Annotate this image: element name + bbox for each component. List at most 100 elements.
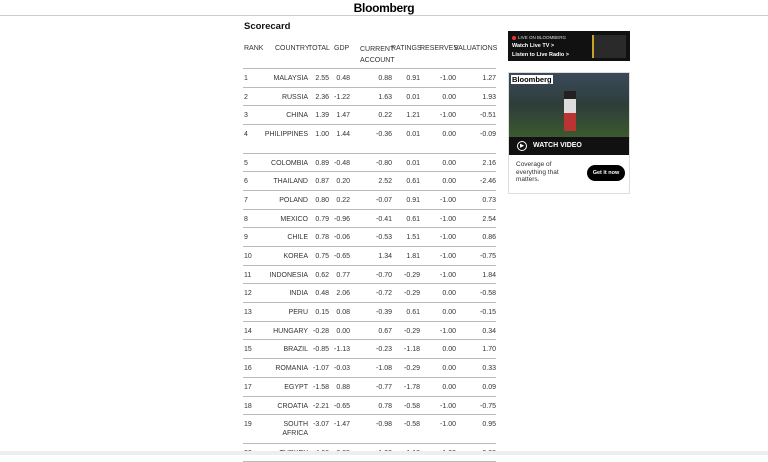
total-cell: 1.39 bbox=[315, 112, 329, 120]
table-row: 12 INDIA 0.48 2.06 -0.72 -0.29 0.00 -0.58 bbox=[243, 284, 496, 304]
total-cell: 2.36 bbox=[315, 93, 329, 101]
table-row: 13 PERU 0.15 0.08 -0.39 0.61 0.00 -0.15 bbox=[243, 303, 496, 322]
ratings-cell: 0.91 bbox=[406, 75, 420, 82]
ratings-cell: -0.58 bbox=[404, 402, 420, 410]
total-cell: 0.78 bbox=[315, 234, 329, 242]
gdp-cell: -0.03 bbox=[334, 365, 350, 373]
col-reserves: RESERVES bbox=[420, 45, 458, 52]
live-on-bloomberg[interactable]: LIVE ON BLOOMBERG Watch Live TV > Listen… bbox=[508, 31, 630, 61]
country-cell: ROMANIA bbox=[275, 365, 308, 373]
valuations-cell: 0.33 bbox=[482, 365, 496, 373]
valuations-cell: 0.09 bbox=[482, 383, 496, 391]
ratings-cell: 1.81 bbox=[406, 253, 420, 260]
current-account-cell: -0.72 bbox=[376, 290, 392, 298]
ratings-cell: 0.01 bbox=[406, 93, 420, 101]
valuations-cell: -2.46 bbox=[480, 178, 496, 186]
rank-cell: 12 bbox=[244, 290, 252, 298]
table-row: 6 THAILAND 0.87 0.20 2.52 0.61 0.00 -2.46 bbox=[243, 172, 496, 191]
table-row: 2 RUSSIA 2.36 -1.22 1.63 0.01 0.00 1.93 bbox=[243, 88, 496, 107]
live-thumbnail[interactable] bbox=[592, 35, 626, 58]
valuations-cell: -0.75 bbox=[480, 402, 496, 410]
total-cell: 1.00 bbox=[315, 131, 329, 139]
rank-cell: 8 bbox=[244, 215, 248, 223]
rank-cell: 17 bbox=[244, 383, 252, 391]
reserves-cell: 0.00 bbox=[442, 290, 456, 298]
reserves-cell: 0.00 bbox=[442, 178, 456, 186]
get-it-now-button[interactable]: Get it now bbox=[587, 165, 625, 181]
total-cell: -1.58 bbox=[313, 383, 329, 391]
table-row: 17 EGYPT -1.58 0.88 -0.77 -1.78 0.00 0.09 bbox=[243, 378, 496, 397]
page-title: Scorecard bbox=[244, 21, 291, 32]
current-account-cell: 0.88 bbox=[378, 75, 392, 82]
table-row: 5 COLOMBIA 0.89 -0.48 -0.80 0.01 0.00 2.16 bbox=[243, 154, 496, 173]
current-account-cell: -0.07 bbox=[376, 196, 392, 204]
gdp-cell: 0.48 bbox=[336, 75, 350, 82]
scorecard-table: 1 MALAYSIA 2.55 0.48 0.88 0.91 -1.00 1.27 2 RUSSI… bbox=[243, 69, 496, 462]
reserves-cell: -1.00 bbox=[440, 402, 456, 410]
valuations-cell: 1.70 bbox=[482, 346, 496, 354]
col-gdp: GDP bbox=[334, 45, 350, 52]
current-account-cell: 0.78 bbox=[378, 402, 392, 410]
valuations-cell: 0.73 bbox=[482, 196, 496, 204]
listen-live-radio-link[interactable]: Listen to Live Radio > bbox=[512, 52, 569, 58]
reserves-cell: 0.00 bbox=[442, 309, 456, 317]
valuations-cell: 0.95 bbox=[482, 421, 496, 429]
col-country: COUNTRY bbox=[275, 45, 310, 52]
video-ad[interactable]: Bloomberg ▶ WATCH VIDEO Coverage of ever… bbox=[508, 72, 630, 194]
country-cell: THAILAND bbox=[273, 178, 308, 186]
current-account-cell: -0.80 bbox=[376, 159, 392, 167]
reserves-cell: 0.00 bbox=[442, 93, 456, 101]
watch-live-tv-link[interactable]: Watch Live TV > bbox=[512, 43, 555, 49]
current-account-cell: -0.41 bbox=[376, 215, 392, 223]
live-dot-icon bbox=[512, 35, 516, 40]
table-row: 9 CHILE 0.78 -0.06 -0.53 1.51 -1.00 0.86 bbox=[243, 228, 496, 247]
ratings-cell: -0.29 bbox=[404, 290, 420, 298]
table-row: 16 ROMANIA -1.07 -0.03 -1.08 -0.29 0.00 0.33 bbox=[243, 359, 496, 378]
ratings-cell: 0.01 bbox=[406, 131, 420, 139]
ratings-cell: 0.61 bbox=[406, 309, 420, 317]
rank-cell: 1 bbox=[244, 75, 248, 82]
current-account-cell: -1.08 bbox=[376, 365, 392, 373]
gdp-cell: 0.22 bbox=[336, 196, 350, 204]
gdp-cell: 0.00 bbox=[336, 327, 350, 335]
country-cell: CROATIA bbox=[277, 402, 308, 410]
ratings-cell: -0.58 bbox=[404, 421, 420, 429]
watch-video-label: WATCH VIDEO bbox=[533, 142, 582, 149]
reserves-cell: -1.00 bbox=[440, 196, 456, 204]
valuations-cell: -0.75 bbox=[480, 253, 496, 260]
valuations-cell: 1.93 bbox=[482, 93, 496, 101]
bloomberg-logo[interactable]: Bloomberg bbox=[353, 1, 415, 15]
rank-cell: 18 bbox=[244, 402, 252, 410]
ad-coverage-text: Coverage of everything that matters. bbox=[516, 161, 559, 183]
country-cell: BRAZIL bbox=[283, 346, 308, 354]
current-account-cell: 0.67 bbox=[378, 327, 392, 335]
country-cell: CHINA bbox=[286, 112, 308, 120]
ratings-cell: -0.29 bbox=[404, 271, 420, 279]
current-account-cell: -0.39 bbox=[376, 309, 392, 317]
gdp-cell: 0.08 bbox=[336, 309, 350, 317]
table-row: 10 KOREA 0.75 -0.65 1.34 1.81 -1.00 -0.75 bbox=[243, 247, 496, 266]
ad-bloomberg-logo: Bloomberg bbox=[511, 75, 553, 84]
play-icon: ▶ bbox=[517, 141, 527, 151]
total-cell: 0.89 bbox=[315, 159, 329, 167]
ratings-cell: -1.78 bbox=[404, 383, 420, 391]
table-row: 7 POLAND 0.80 0.22 -0.07 0.91 -1.00 0.73 bbox=[243, 191, 496, 210]
current-account-cell: -0.23 bbox=[376, 346, 392, 354]
reserves-cell: 0.00 bbox=[442, 365, 456, 373]
table-row: 14 HUNGARY -0.28 0.00 0.67 -0.29 -1.00 0.34 bbox=[243, 322, 496, 341]
ratings-cell: 0.91 bbox=[406, 196, 420, 204]
watch-video-button[interactable]: ▶ WATCH VIDEO bbox=[509, 137, 629, 155]
country-cell: SOUTH AFRICA bbox=[282, 421, 308, 438]
country-cell: EGYPT bbox=[284, 383, 308, 391]
total-cell: 0.62 bbox=[315, 271, 329, 279]
child-figure bbox=[564, 91, 576, 131]
col-total: TOTAL bbox=[308, 45, 330, 52]
gdp-cell: -1.22 bbox=[334, 93, 350, 101]
gdp-cell: 0.77 bbox=[336, 271, 350, 279]
table-row: 18 CROATIA -2.21 -0.65 0.78 -0.58 -1.00 -0.75 bbox=[243, 397, 496, 416]
ratings-cell: -1.18 bbox=[404, 346, 420, 354]
ad-image[interactable]: Bloomberg bbox=[509, 73, 629, 137]
total-cell: -0.28 bbox=[313, 327, 329, 335]
gdp-cell: -0.65 bbox=[334, 253, 350, 260]
country-cell: CHILE bbox=[287, 234, 308, 242]
